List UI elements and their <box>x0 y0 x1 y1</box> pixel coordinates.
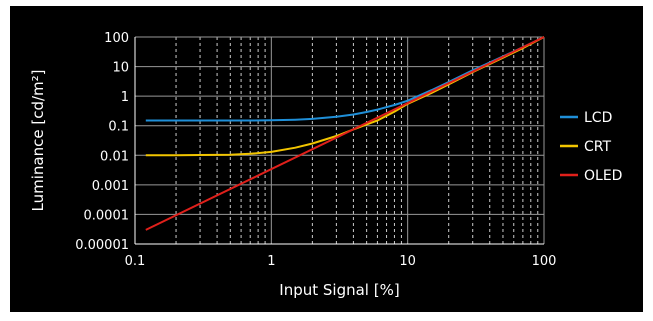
y-tick-label: 1 <box>121 90 129 105</box>
y-tick-label: 0.001 <box>92 179 129 194</box>
y-tick-label: 10 <box>112 61 129 76</box>
legend-label-crt: CRT <box>584 139 611 155</box>
x-tick-label: 0.1 <box>125 254 146 269</box>
legend-label-lcd: LCD <box>584 110 612 126</box>
x-tick-label: 100 <box>532 254 557 269</box>
series-line-lcd <box>145 36 545 122</box>
legend-label-oled: OLED <box>584 168 622 184</box>
series-line-oled <box>145 36 545 231</box>
y-tick-label: 0.1 <box>108 120 129 135</box>
y-axis-label: Luminance [cd/m²] <box>29 70 47 212</box>
chart-frame: 100 10 1 0.1 0.01 0.001 0.0001 0.00001 0.1 1 10 100… <box>10 6 643 312</box>
axes <box>134 37 544 245</box>
y-tick-label: 0.0001 <box>84 208 130 223</box>
y-tick-label: 100 <box>104 31 129 46</box>
y-tick-label: 0.01 <box>100 149 129 164</box>
series-lines <box>145 36 545 231</box>
legend: LCD CRT OLED <box>560 110 622 184</box>
x-axis-label: Input Signal [%] <box>279 281 399 299</box>
x-tick-label: 10 <box>399 254 416 269</box>
y-tick-label: 0.00001 <box>75 238 129 253</box>
x-tick-label: 1 <box>267 254 275 269</box>
